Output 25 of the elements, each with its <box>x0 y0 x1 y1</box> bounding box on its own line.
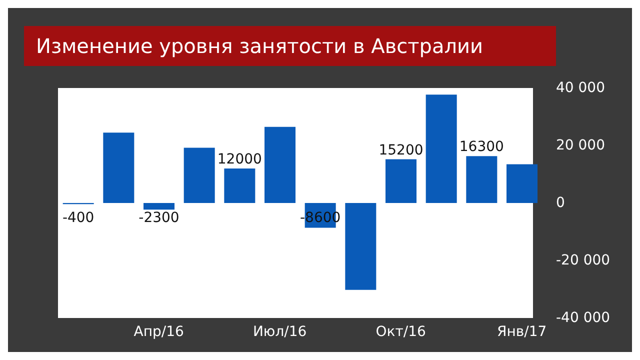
data-label: 12000 <box>217 152 262 168</box>
x-tick-label: Окт/16 <box>376 324 426 340</box>
y-tick-label: 40 000 <box>556 80 605 96</box>
y-tick-label: -20 000 <box>556 252 610 268</box>
bar <box>103 132 134 203</box>
x-tick-label: Апр/16 <box>134 324 184 340</box>
bar <box>506 164 538 203</box>
bar <box>184 148 215 203</box>
y-tick-label: 20 000 <box>556 138 605 154</box>
data-label: -400 <box>62 210 94 226</box>
data-label: 15200 <box>378 142 424 158</box>
y-tick-label: -40 000 <box>556 310 610 326</box>
bar <box>386 159 417 203</box>
bar <box>345 203 376 290</box>
bar <box>426 94 457 203</box>
bar <box>466 156 498 203</box>
chart-title: Изменение уровня занятости в Австралии <box>24 26 556 66</box>
bar <box>144 203 175 210</box>
data-label: -2300 <box>138 210 180 226</box>
x-tick-label: Янв/17 <box>496 324 547 340</box>
x-tick-label: Июл/16 <box>252 324 307 340</box>
bar <box>264 126 296 203</box>
y-tick-label: 0 <box>556 195 565 211</box>
data-label: 16300 <box>459 139 504 156</box>
bar <box>224 168 256 203</box>
